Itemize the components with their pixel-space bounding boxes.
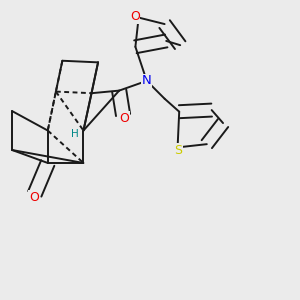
Text: O: O bbox=[130, 10, 140, 23]
Text: H: H bbox=[71, 129, 79, 139]
Text: N: N bbox=[142, 74, 152, 87]
Text: O: O bbox=[119, 112, 129, 125]
Text: O: O bbox=[29, 191, 39, 204]
Text: S: S bbox=[175, 143, 183, 157]
